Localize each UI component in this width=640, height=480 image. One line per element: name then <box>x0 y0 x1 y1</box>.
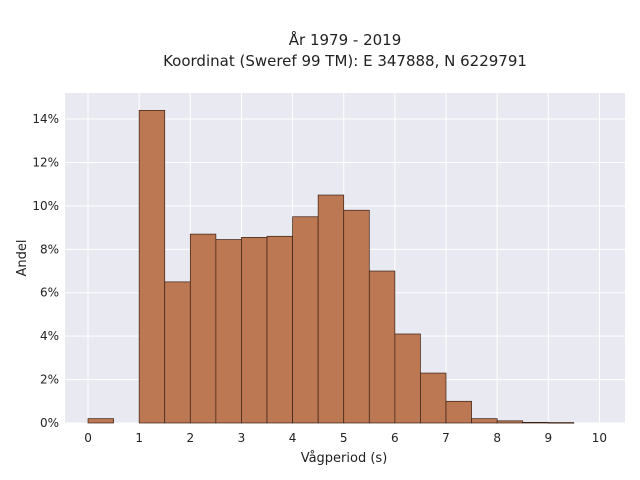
x-tick-label: 4 <box>289 431 297 445</box>
x-tick-label: 6 <box>391 431 399 445</box>
histogram-bar <box>241 237 268 424</box>
y-tick-label: 4% <box>40 329 59 343</box>
histogram-bar <box>266 235 293 424</box>
histogram-bar <box>445 400 472 424</box>
x-tick-label: 10 <box>592 431 607 445</box>
x-axis-ticks: 0 1 2 3 4 5 6 7 8 9 10 <box>84 431 607 445</box>
histogram-bar <box>87 418 114 424</box>
histogram-bar <box>164 281 191 424</box>
histogram-bar <box>368 270 396 424</box>
histogram-bar <box>215 239 242 424</box>
histogram-bar <box>138 110 166 424</box>
y-tick-label: 8% <box>40 242 59 256</box>
histogram-bar <box>471 418 498 424</box>
chart-title-line-2: Koordinat (Sweref 99 TM): E 347888, N 62… <box>163 52 527 70</box>
histogram-bar <box>547 422 575 424</box>
x-axis-label: Vågperiod (s) <box>301 451 388 466</box>
x-tick-label: 9 <box>544 431 552 445</box>
bars <box>87 110 575 424</box>
histogram-bar <box>343 209 370 424</box>
y-tick-label: 14% <box>32 112 59 126</box>
histogram-bar <box>317 194 345 424</box>
histogram-bar <box>522 421 549 424</box>
x-tick-label: 0 <box>84 431 92 445</box>
histogram-bar <box>420 372 447 424</box>
chart-title-line-1: År 1979 - 2019 <box>289 30 402 49</box>
y-tick-label: 12% <box>32 155 59 169</box>
y-axis-ticks: 0% 2% 4% 6% 8% 10% 12% 14% <box>32 112 59 430</box>
histogram-bar <box>394 333 421 424</box>
x-tick-label: 1 <box>135 431 143 445</box>
y-tick-label: 0% <box>40 416 59 430</box>
histogram-bar <box>292 216 319 424</box>
x-tick-label: 7 <box>442 431 450 445</box>
x-tick-label: 3 <box>238 431 246 445</box>
y-tick-label: 10% <box>32 199 59 213</box>
y-tick-label: 6% <box>40 286 59 300</box>
histogram-bar <box>189 233 217 424</box>
y-axis-label: Andel <box>15 240 30 277</box>
x-tick-label: 8 <box>493 431 501 445</box>
histogram-bar <box>496 420 524 424</box>
x-tick-label: 5 <box>340 431 348 445</box>
y-tick-label: 2% <box>40 373 59 387</box>
x-tick-label: 2 <box>186 431 194 445</box>
